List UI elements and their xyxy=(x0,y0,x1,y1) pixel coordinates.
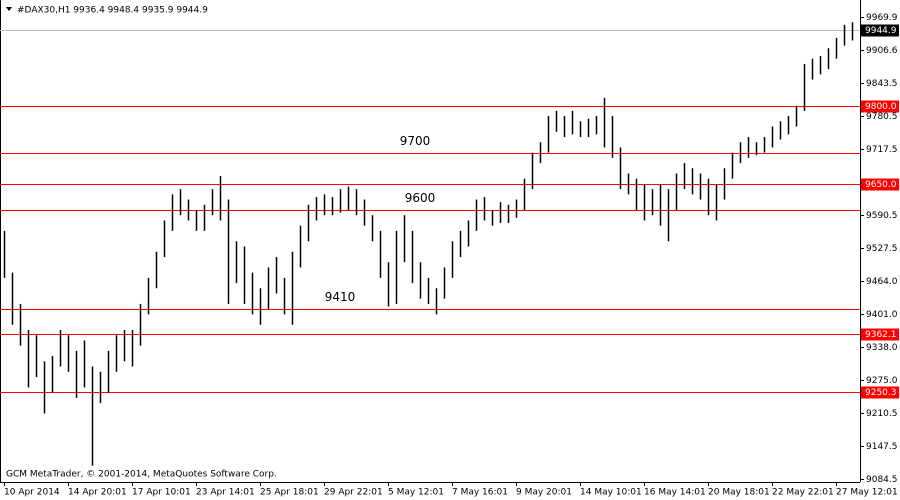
level-tag xyxy=(861,386,899,399)
y-tick-label: 9843.5 xyxy=(866,79,898,89)
y-tick-label: 9275.0 xyxy=(866,376,898,386)
x-tick-label: 10 Apr 2014 xyxy=(4,488,60,498)
y-tick-label: 9590.5 xyxy=(866,211,898,221)
level-tag-label: 9362.1 xyxy=(865,330,897,340)
y-tick-label: 9527.5 xyxy=(866,244,898,254)
x-tick-label: 16 May 14:01 xyxy=(644,488,706,498)
dropdown-icon[interactable] xyxy=(6,7,12,11)
x-tick-label: 9 May 20:01 xyxy=(516,488,572,498)
x-tick-label: 17 Apr 10:01 xyxy=(132,488,191,498)
y-tick-label: 9780.5 xyxy=(866,112,898,122)
level-tag xyxy=(861,100,899,113)
y-tick-label: 9147.5 xyxy=(866,442,898,452)
level-tag-label: 9250.3 xyxy=(865,388,897,398)
x-tick-label: 5 May 12:01 xyxy=(388,488,444,498)
y-tick-label: 9084.5 xyxy=(866,475,898,485)
y-tick-label: 9906.6 xyxy=(866,46,898,56)
y-tick-label: 9401.0 xyxy=(866,310,898,320)
level-tag-label: 9800.0 xyxy=(865,102,897,112)
y-tick-label: 9969.9 xyxy=(866,13,898,23)
level-note: 9600 xyxy=(405,191,436,205)
x-tick-label: 25 Apr 18:01 xyxy=(260,488,319,498)
level-tag xyxy=(861,328,899,341)
x-tick-label: 7 May 16:01 xyxy=(452,488,508,498)
y-tick-label: 9717.5 xyxy=(866,145,898,155)
copyright: GCM MetaTrader, © 2001-2014, MetaQuotes … xyxy=(6,470,277,480)
level-note: 9410 xyxy=(325,290,356,304)
price-tag-label: 9944.9 xyxy=(865,26,897,36)
x-tick-label: 20 May 18:01 xyxy=(708,488,770,498)
x-tick-label: 14 May 10:01 xyxy=(580,488,642,498)
x-tick-label: 27 May 12:01 xyxy=(836,488,898,498)
level-note: 9700 xyxy=(400,134,431,148)
x-tick-label: 14 Apr 20:01 xyxy=(68,488,127,498)
x-tick-label: 29 Apr 22:01 xyxy=(324,488,383,498)
x-tick-label: 22 May 22:01 xyxy=(772,488,834,498)
x-tick-label: 23 Apr 14:01 xyxy=(196,488,255,498)
y-tick-label: 9210.5 xyxy=(866,409,898,419)
chart-title: #DAX30,H1 9936.4 9948.4 9935.9 9944.9 xyxy=(17,6,208,16)
level-tag xyxy=(861,178,899,191)
y-tick-label: 9464.0 xyxy=(866,277,898,287)
y-tick-label: 9338.0 xyxy=(866,343,898,353)
price-tag xyxy=(861,24,899,37)
level-tag-label: 9650.0 xyxy=(865,180,897,190)
